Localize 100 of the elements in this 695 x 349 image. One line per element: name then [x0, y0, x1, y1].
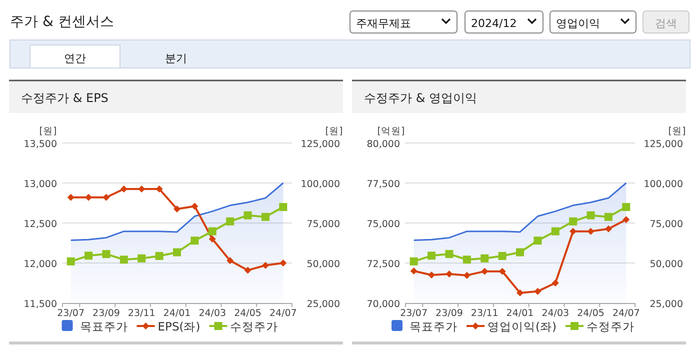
y2-tick-label: 25,000 — [306, 299, 340, 310]
point — [462, 256, 471, 264]
x-tick-label: 24/01 — [506, 308, 534, 319]
point — [516, 289, 524, 296]
x-tick-label: 23/09 — [92, 308, 120, 319]
y2-tick-label: 50,000 — [306, 259, 340, 270]
y-tick-label: 75,000 — [366, 219, 400, 230]
y-tick-label: 13,000 — [24, 179, 57, 190]
text: 연간 — [64, 52, 86, 65]
point — [622, 216, 630, 224]
point — [279, 203, 288, 211]
x-tick-label: 23/11 — [470, 308, 498, 319]
point — [120, 186, 128, 192]
text: 영업이익 — [556, 17, 600, 30]
y-tick-label: 13,500 — [24, 139, 57, 150]
legend-label: 영업이익(좌) — [488, 320, 556, 334]
x-tick-label: 24/07 — [269, 308, 297, 319]
point — [120, 256, 128, 264]
y2-tick-label: 100,000 — [300, 179, 340, 190]
point — [516, 248, 524, 256]
legend-label: 목표주가 — [410, 320, 458, 334]
point — [428, 272, 436, 278]
point — [66, 257, 75, 266]
y2-tick-label: 125,000 — [300, 139, 340, 150]
y-tick-label: 77,500 — [366, 179, 400, 190]
text: 주가 & 컨센서스 — [10, 14, 114, 30]
point — [84, 252, 93, 260]
point — [261, 212, 270, 221]
text: 주재무제표 — [356, 17, 411, 30]
point — [67, 194, 74, 201]
point — [534, 236, 542, 245]
x-tick-label: 24/07 — [612, 308, 640, 319]
point — [174, 206, 180, 212]
x-tick-label: 23/07 — [400, 308, 428, 319]
point — [280, 260, 287, 266]
point — [445, 250, 454, 258]
x-tick-label: 23/07 — [57, 308, 85, 319]
point — [498, 268, 506, 275]
point — [410, 257, 418, 266]
point — [226, 217, 234, 226]
legend-label: 수정주가 — [586, 320, 634, 334]
point — [604, 225, 612, 232]
point — [463, 272, 470, 279]
chart-title: 수정주가 & 영업이익 — [364, 91, 477, 105]
x-tick-label: 24/05 — [234, 308, 262, 319]
point — [587, 228, 594, 235]
x-tick-label: 23/09 — [436, 308, 463, 319]
y-tick-label: 11,500 — [24, 299, 57, 310]
point — [569, 217, 578, 226]
y2-tick-label: 75,000 — [306, 219, 340, 230]
point — [208, 227, 216, 236]
point — [480, 254, 489, 262]
point — [173, 248, 181, 256]
point — [262, 262, 269, 269]
point — [552, 280, 559, 286]
point — [102, 194, 110, 201]
point — [551, 227, 560, 236]
text: 분기 — [165, 52, 187, 65]
point — [498, 252, 506, 260]
x-tick-label: 24/03 — [198, 308, 226, 319]
point — [410, 268, 418, 274]
y2-tick-label: 125,000 — [644, 139, 683, 150]
y2-axis-title: [원] — [668, 126, 686, 137]
chart-title: 수정주가 & EPS — [21, 91, 108, 105]
text: 2024/12 — [471, 17, 517, 30]
point — [226, 257, 234, 264]
point — [138, 254, 146, 262]
y-tick-label: 80,000 — [366, 139, 400, 150]
x-tick-label: 24/03 — [542, 308, 570, 319]
legend-label: 목표주가 — [80, 320, 128, 334]
legend-label: 수정주가 — [230, 320, 278, 334]
point — [481, 268, 488, 275]
point — [428, 252, 436, 260]
point — [155, 252, 164, 260]
point — [244, 211, 252, 220]
point — [244, 266, 252, 274]
y2-tick-label: 50,000 — [650, 259, 683, 270]
y-axis-title: [억원] — [377, 126, 405, 137]
y-tick-label: 12,000 — [24, 259, 57, 270]
text: 검색 — [655, 17, 677, 30]
point — [446, 270, 453, 278]
x-tick-label: 23/11 — [128, 308, 156, 319]
point — [85, 194, 92, 201]
point — [102, 250, 110, 258]
x-tick-label: 24/05 — [577, 308, 604, 319]
y-axis-title: [원] — [39, 126, 57, 137]
point — [570, 228, 577, 235]
y2-tick-label: 75,000 — [650, 219, 683, 230]
point — [208, 236, 216, 242]
legend-label: EPS(좌) — [158, 320, 200, 334]
point — [586, 211, 595, 220]
y-tick-label: 70,000 — [366, 299, 400, 310]
y-tick-label: 12,500 — [24, 219, 57, 230]
point — [138, 186, 146, 192]
point — [622, 203, 630, 211]
point — [190, 236, 199, 245]
y2-tick-label: 100,000 — [644, 179, 683, 190]
point — [604, 212, 612, 221]
y-tick-label: 72,500 — [366, 259, 400, 270]
y2-tick-label: 25,000 — [650, 299, 683, 310]
